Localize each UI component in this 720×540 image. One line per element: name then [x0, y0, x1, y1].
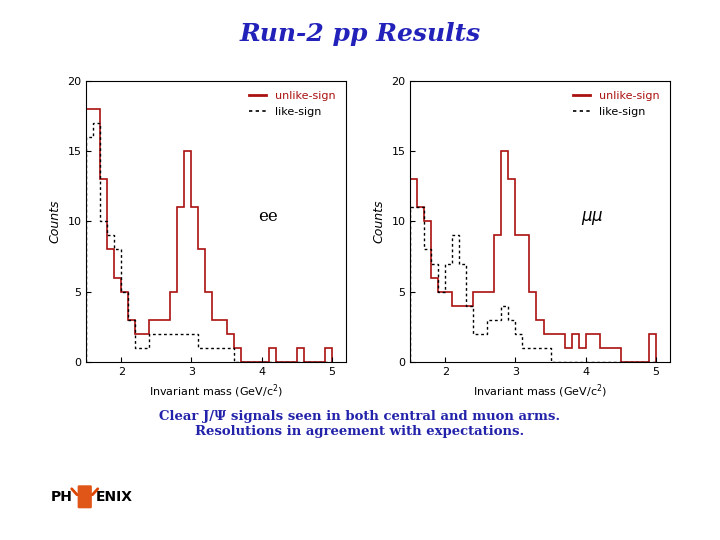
Y-axis label: Counts: Counts: [373, 200, 386, 243]
FancyBboxPatch shape: [78, 485, 92, 508]
Text: PH: PH: [50, 490, 72, 504]
X-axis label: Invariant mass (GeV/c$^2$): Invariant mass (GeV/c$^2$): [473, 382, 607, 400]
FancyArrowPatch shape: [72, 489, 77, 495]
Text: Run-2 pp Results: Run-2 pp Results: [239, 22, 481, 45]
Text: $\mu\mu$: $\mu\mu$: [580, 210, 603, 227]
Legend: unlike-sign, like-sign: unlike-sign, like-sign: [245, 86, 340, 121]
X-axis label: Invariant mass (GeV/c$^2$): Invariant mass (GeV/c$^2$): [149, 382, 283, 400]
Text: ENIX: ENIX: [96, 490, 132, 504]
Text: Clear J/Ψ signals seen in both central and muon arms.
Resolutions in agreement w: Clear J/Ψ signals seen in both central a…: [159, 410, 561, 438]
Legend: unlike-sign, like-sign: unlike-sign, like-sign: [569, 86, 664, 121]
FancyArrowPatch shape: [92, 489, 98, 495]
Y-axis label: Counts: Counts: [49, 200, 62, 243]
Text: ee: ee: [258, 208, 278, 225]
